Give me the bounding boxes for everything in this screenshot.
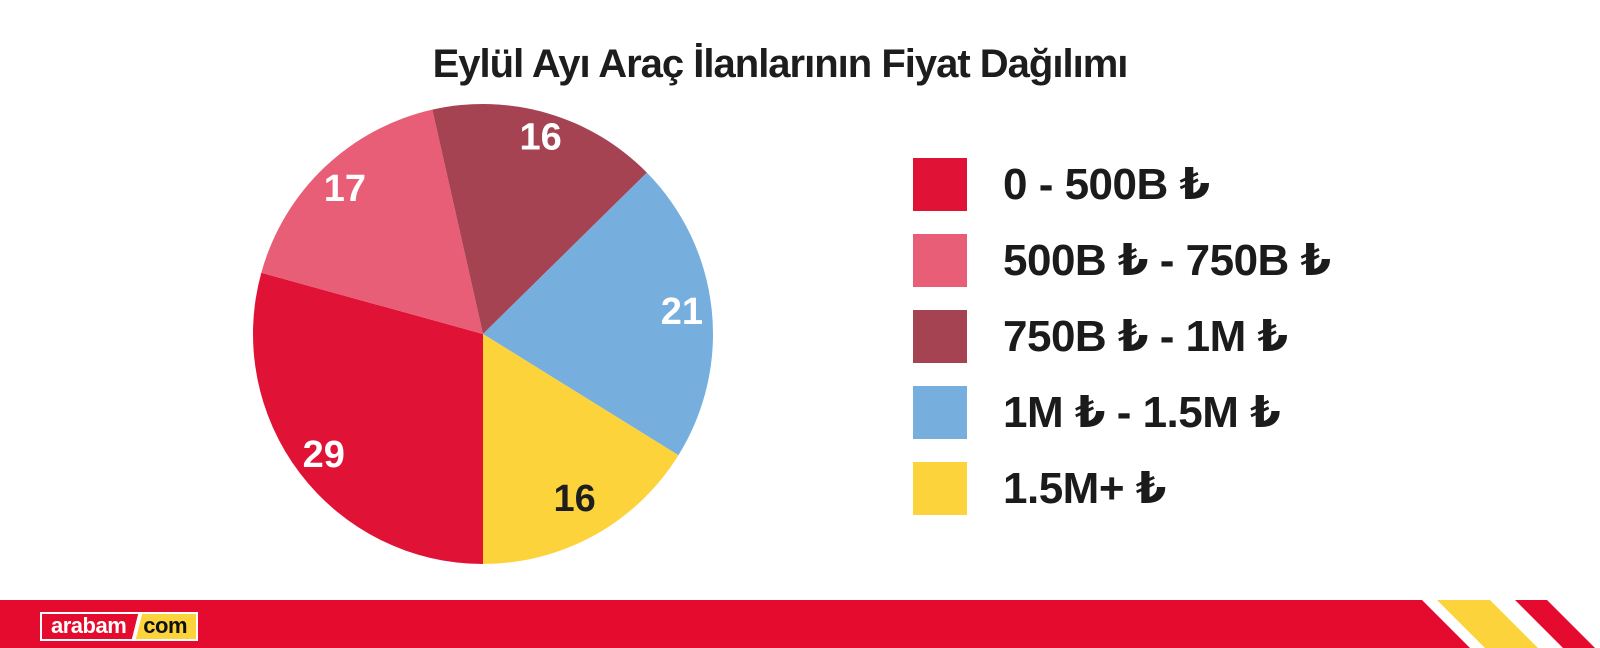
pie-chart: 29 17 16 21 16 (253, 103, 714, 564)
pie-slice-3 (483, 172, 714, 456)
legend-item-3: 1M ₺ - 1.5M ₺ (913, 386, 1331, 439)
legend-label-1: 500B ₺ - 750B ₺ (1003, 236, 1331, 285)
pie-slice-1 (261, 109, 483, 335)
legend-item-4: 1.5M+ ₺ (913, 462, 1331, 515)
banner-red-stripe (1515, 600, 1595, 648)
pie-slice-value-1: 17 (324, 168, 366, 210)
legend-swatch-2 (913, 310, 967, 363)
pie-slice-0 (253, 272, 483, 564)
legend-item-1: 500B ₺ - 750B ₺ (913, 234, 1331, 287)
legend-swatch-1 (913, 234, 967, 287)
legend-label-2: 750B ₺ - 1M ₺ (1003, 312, 1288, 361)
pie-slice-value-0: 29 (303, 434, 345, 476)
banner-yellow-stripe (1437, 600, 1538, 648)
pie-slice-value-2: 16 (520, 117, 562, 159)
legend-swatch-3 (913, 386, 967, 439)
legend-item-2: 750B ₺ - 1M ₺ (913, 310, 1331, 363)
banner-graphic (0, 600, 1595, 648)
arabam-logo: arabam com (40, 612, 199, 641)
legend-label-0: 0 - 500B ₺ (1003, 160, 1210, 209)
logo-text-arabam: arabam (51, 613, 127, 638)
legend-item-0: 0 - 500B ₺ (913, 158, 1331, 211)
chart-legend: 0 - 500B ₺ 500B ₺ - 750B ₺ 750B ₺ - 1M ₺ 1M… (913, 158, 1331, 538)
chart-title: Eylül Ayı Araç İlanlarının Fiyat Dağılım… (432, 42, 1129, 86)
legend-label-4: 1.5M+ ₺ (1003, 464, 1166, 513)
legend-swatch-4 (913, 462, 967, 515)
legend-label-3: 1M ₺ - 1.5M ₺ (1003, 388, 1281, 437)
legend-swatch-0 (913, 158, 967, 211)
banner-red-band (0, 600, 1470, 648)
pie-slice-4 (483, 334, 679, 564)
pie-slice-2 (432, 103, 647, 334)
logo-text-com: com (133, 614, 197, 639)
pie-slice-value-4: 16 (554, 478, 596, 520)
footer-banner: arabam com (0, 600, 1600, 648)
pie-slice-value-3: 21 (661, 291, 703, 333)
